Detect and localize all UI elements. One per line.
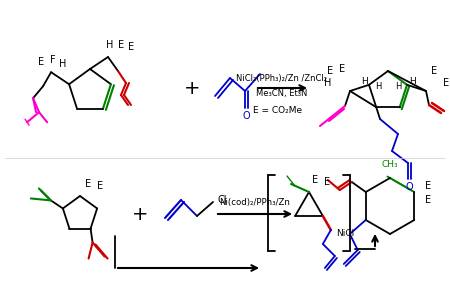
Text: H: H [409,76,415,85]
Text: NiCl: NiCl [336,230,354,238]
Text: E: E [431,66,437,76]
Text: H: H [395,81,401,91]
Text: E: E [324,177,330,187]
Text: E: E [443,78,449,88]
Text: E: E [97,181,103,191]
Text: H: H [360,76,367,85]
Text: Me₃CN, Et₃N: Me₃CN, Et₃N [256,88,308,98]
Text: O: O [405,182,413,192]
Text: H: H [59,59,67,69]
Text: E: E [327,66,333,76]
Text: E: E [425,181,431,191]
Text: NiCl₂(PPh₃)₂/Zn /ZnCl₂: NiCl₂(PPh₃)₂/Zn /ZnCl₂ [237,73,328,83]
Text: E: E [312,175,318,185]
Text: O: O [242,111,250,121]
Text: E: E [85,179,91,189]
Text: E = CO₂Me: E = CO₂Me [253,106,302,114]
Text: +: + [184,79,200,98]
Text: F: F [50,55,56,65]
Text: Cl: Cl [217,195,227,205]
Text: +: + [132,204,148,223]
Text: E: E [38,57,44,67]
Text: E: E [118,40,124,50]
Text: H: H [324,78,332,88]
Text: H: H [106,40,114,50]
Text: E: E [128,42,134,52]
Text: E: E [425,195,431,205]
Text: CH₃: CH₃ [382,159,398,169]
Text: H: H [375,81,381,91]
Text: E: E [339,64,345,74]
Text: Ni(cod)₂/PPh₃/Zn: Ni(cod)₂/PPh₃/Zn [220,199,290,207]
